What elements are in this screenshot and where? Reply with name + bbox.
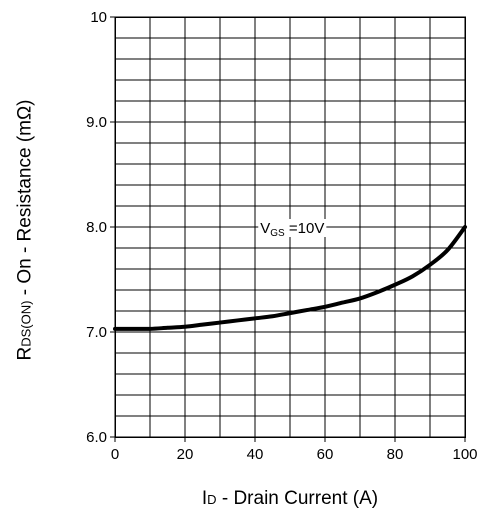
x-tick-label: 60 — [317, 446, 334, 463]
y-tick-label: 8.0 — [86, 219, 107, 236]
y-axis-label: RDS(ON) - On - Resistance (mΩ) — [14, 99, 39, 360]
annotation-vgs-main: V — [260, 220, 270, 237]
y-axis-label-rest: - On - Resistance (mΩ) — [14, 99, 36, 301]
x-axis-label-sub: D — [207, 492, 217, 507]
y-tick-label: 10 — [90, 9, 107, 26]
y-axis-label-sub: DS(ON) — [18, 300, 34, 347]
x-axis-label-main: I — [201, 488, 208, 509]
x-tick-label: 0 — [111, 446, 119, 463]
annotation-vgs-label: VGS =10V — [260, 220, 324, 239]
y-tick-label: 9.0 — [86, 114, 107, 131]
x-tick-label: 80 — [387, 446, 404, 463]
x-tick-label: 20 — [177, 446, 194, 463]
annotation-vgs-sub: GS — [270, 228, 285, 239]
x-axis-label-rest: - Drain Current (A) — [216, 488, 379, 509]
y-tick-label: 7.0 — [86, 324, 107, 341]
annotation-background — [258, 219, 327, 237]
annotation-vgs-value: =10V — [285, 220, 325, 237]
x-tick-label: 100 — [452, 446, 477, 463]
y-tick-label: 6.0 — [86, 429, 107, 446]
y-axis-label-main: R — [14, 346, 36, 361]
x-tick-label: 40 — [247, 446, 264, 463]
x-axis-label: ID - Drain Current (A) — [115, 487, 465, 512]
rdson-curve — [113, 225, 467, 331]
